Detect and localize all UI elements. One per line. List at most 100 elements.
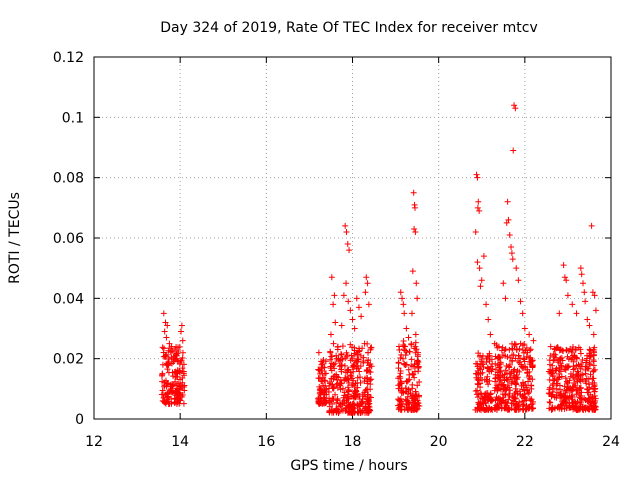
- data-point: [511, 366, 518, 373]
- data-point: [479, 352, 486, 359]
- data-point: [363, 274, 370, 281]
- data-point: [414, 360, 421, 367]
- data-point: [492, 360, 499, 367]
- data-point: [514, 357, 521, 364]
- data-point: [506, 371, 513, 378]
- data-point: [179, 354, 186, 361]
- data-point: [356, 392, 363, 399]
- data-point: [517, 391, 524, 398]
- data-point: [476, 265, 483, 272]
- data-point: [577, 265, 584, 272]
- data-point: [517, 340, 524, 347]
- data-point: [479, 396, 486, 403]
- data-point: [340, 292, 347, 299]
- data-point: [362, 405, 369, 412]
- data-point: [328, 375, 335, 382]
- data-point: [582, 378, 589, 385]
- data-point: [551, 405, 558, 412]
- data-point: [496, 354, 503, 361]
- data-point: [164, 362, 171, 369]
- data-point: [351, 389, 358, 396]
- data-point: [513, 401, 520, 408]
- data-point: [345, 298, 352, 305]
- data-point: [510, 351, 517, 358]
- data-point: [515, 352, 522, 359]
- data-point: [520, 382, 527, 389]
- data-point: [552, 354, 559, 361]
- data-point: [558, 354, 565, 361]
- data-point: [351, 344, 358, 351]
- data-point: [475, 377, 482, 384]
- data-point: [491, 406, 498, 413]
- x-axis-label: GPS time / hours: [290, 458, 407, 474]
- data-point: [343, 228, 350, 235]
- data-point: [330, 383, 337, 390]
- data-point: [412, 331, 419, 338]
- data-point: [525, 378, 532, 385]
- data-point: [494, 396, 501, 403]
- data-point: [474, 380, 481, 387]
- data-point: [474, 406, 481, 413]
- data-point: [355, 408, 362, 415]
- data-point: [575, 344, 582, 351]
- data-point: [411, 345, 418, 352]
- data-point: [357, 374, 364, 381]
- data-point: [550, 380, 557, 387]
- data-point: [579, 280, 586, 287]
- data-point: [564, 292, 571, 299]
- data-point: [172, 352, 179, 359]
- data-point: [572, 345, 579, 352]
- data-point: [523, 344, 530, 351]
- data-point: [505, 396, 512, 403]
- data-point: [521, 356, 528, 363]
- y-tick-label: 0.08: [53, 171, 84, 187]
- data-point: [327, 331, 334, 338]
- data-point: [502, 384, 509, 391]
- data-point: [549, 372, 556, 379]
- data-point: [366, 362, 373, 369]
- data-point: [321, 377, 328, 384]
- data-point: [526, 372, 533, 379]
- data-point: [584, 355, 591, 362]
- data-point: [327, 348, 334, 355]
- data-point: [399, 400, 406, 407]
- y-axis-ticks: 0 0.02 0.04 0.06 0.08 0.1 0.12: [53, 50, 611, 428]
- data-point: [181, 387, 188, 394]
- data-point: [410, 399, 417, 406]
- data-point: [485, 316, 492, 323]
- data-point: [521, 397, 528, 404]
- data-point: [160, 345, 167, 352]
- data-point: [483, 301, 490, 308]
- data-point: [502, 367, 509, 374]
- data-point: [341, 392, 348, 399]
- data-point: [395, 396, 402, 403]
- data-point: [483, 355, 490, 362]
- data-point: [584, 385, 591, 392]
- data-point: [475, 350, 482, 357]
- data-point: [501, 405, 508, 412]
- data-point: [582, 367, 589, 374]
- data-point: [367, 346, 374, 353]
- data-point: [346, 402, 353, 409]
- data-point: [327, 356, 334, 363]
- x-axis-ticks: 12 14 16 18 20 22 24: [85, 57, 620, 450]
- data-point: [506, 364, 513, 371]
- data-point: [546, 384, 553, 391]
- data-point: [173, 382, 180, 389]
- data-point: [559, 357, 566, 364]
- data-point: [411, 225, 418, 232]
- data-point: [315, 396, 322, 403]
- data-point: [500, 352, 507, 359]
- y-tick-label: 0.04: [53, 291, 84, 307]
- data-point: [519, 401, 526, 408]
- data-point: [405, 377, 412, 384]
- data-point: [334, 380, 341, 387]
- data-point: [354, 384, 361, 391]
- data-point: [587, 371, 594, 378]
- data-point: [578, 271, 585, 278]
- data-point: [559, 398, 566, 405]
- data-point: [411, 374, 418, 381]
- data-point: [329, 353, 336, 360]
- data-point: [587, 353, 594, 360]
- grid-lines: [94, 57, 611, 419]
